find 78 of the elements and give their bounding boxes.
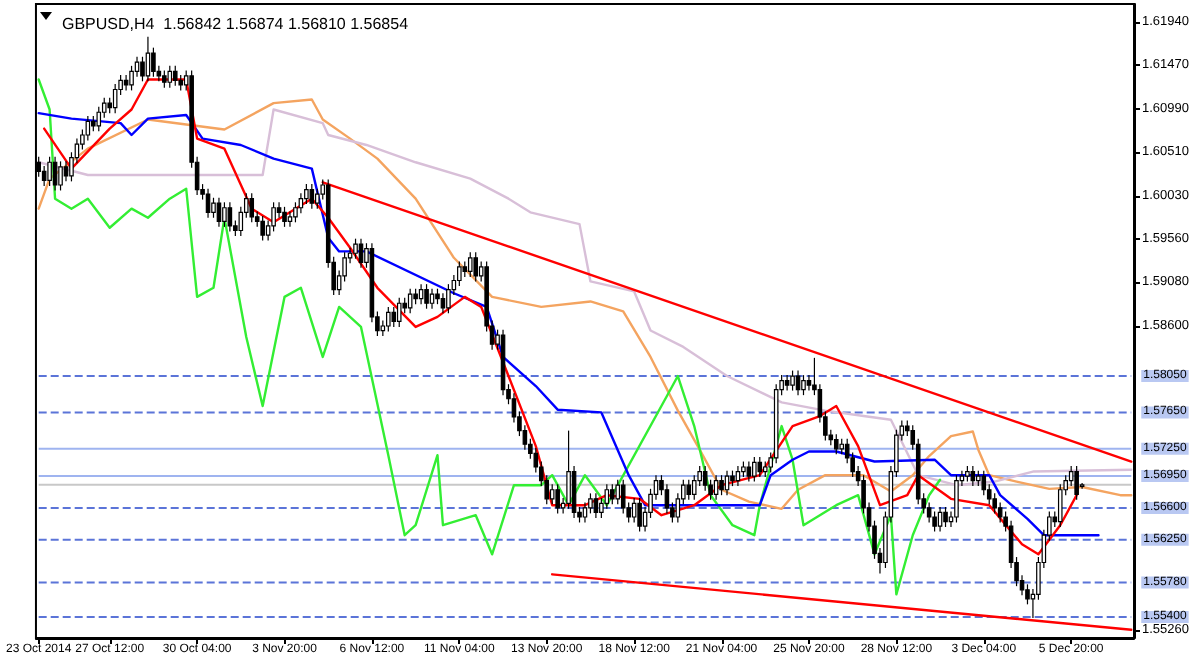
candlestick — [151, 47, 156, 78]
candlestick — [407, 288, 413, 314]
candlestick — [757, 456, 763, 478]
candlestick — [610, 483, 615, 505]
candlestick — [227, 201, 233, 232]
candlestick — [293, 201, 298, 223]
candlestick — [1074, 465, 1079, 501]
candlestick — [954, 474, 959, 524]
candlestick — [260, 215, 265, 242]
candlestick — [784, 374, 790, 392]
candlestick — [309, 183, 315, 210]
candlestick — [631, 497, 637, 524]
candlestick — [997, 501, 1003, 524]
candlestick — [549, 483, 555, 505]
candlestick — [615, 479, 621, 505]
candlestick — [167, 65, 173, 89]
candlestick — [593, 492, 599, 519]
candlestick — [588, 492, 593, 514]
line-series — [37, 78, 942, 596]
candlestick — [47, 156, 52, 187]
candlestick — [211, 197, 216, 219]
candlestick — [943, 506, 948, 528]
candlestick — [555, 483, 560, 514]
candlestick — [752, 456, 757, 483]
candlestick — [833, 433, 839, 455]
text: GBPUSD,H4 1.56842 1.56874 1.56810 1.56854 — [62, 15, 410, 33]
candlestick — [582, 501, 588, 524]
candlestick — [1068, 465, 1074, 487]
candlestick — [795, 369, 801, 396]
candlestick — [746, 460, 752, 483]
candlestick — [926, 501, 932, 524]
candlestick — [96, 106, 102, 132]
candlestick — [145, 36, 151, 82]
candlestick — [620, 479, 626, 514]
candlestick — [129, 65, 134, 92]
candlestick — [58, 160, 63, 192]
candlestick — [282, 206, 287, 228]
candlestick — [686, 479, 692, 501]
candlestick — [446, 283, 451, 314]
candlestick — [981, 470, 987, 496]
candlestick — [315, 188, 320, 210]
candlestick — [276, 201, 282, 219]
candlestick — [932, 510, 937, 533]
candlestick — [358, 238, 364, 269]
candlestick — [424, 283, 429, 310]
candlestick — [304, 183, 309, 205]
candlestick — [566, 430, 571, 510]
candlestick — [140, 56, 145, 82]
candlestick — [790, 369, 795, 392]
candlestick — [467, 251, 473, 278]
candlestick — [287, 210, 293, 228]
candlestick — [271, 201, 276, 232]
candlestick — [249, 192, 255, 223]
candlestick — [353, 238, 358, 260]
candlestick — [664, 483, 670, 514]
candlestick — [937, 506, 943, 533]
candlestick — [713, 474, 719, 501]
candlestick — [172, 65, 178, 87]
candlestick — [473, 251, 479, 283]
candlestick — [702, 465, 708, 492]
candlestick — [396, 297, 402, 328]
candlestick — [604, 483, 610, 510]
candlestick — [691, 474, 697, 501]
candlestick — [724, 470, 730, 496]
candlestick — [205, 188, 211, 219]
candlestick — [222, 201, 227, 228]
candlestick — [992, 492, 997, 514]
candlestick — [801, 374, 806, 396]
candlestick — [123, 74, 129, 92]
candlestick — [457, 260, 462, 287]
candlestick — [1057, 483, 1063, 528]
candlestick — [63, 160, 69, 182]
candlestick — [85, 115, 91, 142]
candlestick — [391, 306, 397, 328]
candlestick — [637, 497, 642, 533]
candlestick — [719, 474, 724, 496]
candlestick — [112, 83, 118, 114]
candlestick — [386, 306, 391, 333]
